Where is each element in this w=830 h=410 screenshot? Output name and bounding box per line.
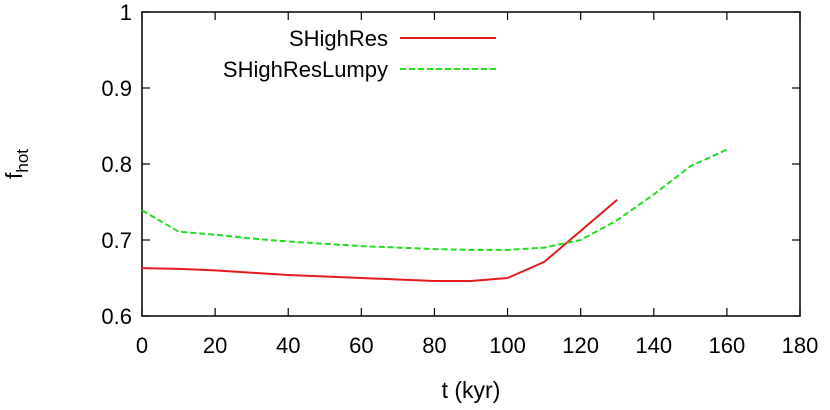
y-tick-label: 0.6 [101,304,132,329]
x-tick-label: 100 [489,333,526,358]
x-tick-label: 140 [635,333,672,358]
x-tick-label: 0 [136,333,148,358]
legend-label: SHighResLumpy [223,57,388,82]
y-tick-label: 0.8 [101,152,132,177]
y-axis-label: fhot [1,149,32,179]
y-axis: 0.6 0.7 0.8 0.9 1 [101,0,800,329]
y-axis-label-base: f [1,172,27,179]
x-axis: 0 20 40 60 80 100 120 140 160 180 [136,12,818,358]
y-tick-label: 1 [120,0,132,25]
x-tick-label: 20 [203,333,227,358]
x-tick-label: 60 [349,333,373,358]
y-tick-label: 0.7 [101,228,132,253]
x-tick-label: 120 [562,333,599,358]
legend-label: SHighRes [289,26,388,51]
series-line-shighres [141,198,618,282]
x-axis-label: t (kyr) [442,377,501,403]
x-tick-label: 180 [782,333,819,358]
series-line-shighreslumpy [141,148,728,251]
legend: SHighRes SHighResLumpy [223,26,496,82]
x-tick-label: 80 [422,333,446,358]
x-tick-label: 40 [276,333,300,358]
y-axis-label-subscript: hot [13,149,32,173]
series-lines [141,148,728,282]
y-tick-label: 0.9 [101,76,132,101]
x-tick-label: 160 [709,333,746,358]
